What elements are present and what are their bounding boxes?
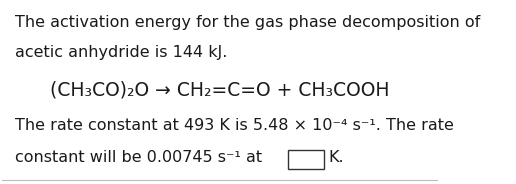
Text: acetic anhydride is 144 kJ.: acetic anhydride is 144 kJ. <box>15 45 228 60</box>
Text: (CH₃CO)₂O → CH₂=C=O + CH₃COOH: (CH₃CO)₂O → CH₂=C=O + CH₃COOH <box>50 80 389 99</box>
FancyBboxPatch shape <box>288 151 324 169</box>
Text: The activation energy for the gas phase decomposition of: The activation energy for the gas phase … <box>15 15 480 30</box>
Text: K.: K. <box>329 151 344 165</box>
Text: The rate constant at 493 K is 5.48 × 10⁻⁴ s⁻¹. The rate: The rate constant at 493 K is 5.48 × 10⁻… <box>15 118 454 133</box>
Text: constant will be 0.00745 s⁻¹ at: constant will be 0.00745 s⁻¹ at <box>15 151 262 165</box>
